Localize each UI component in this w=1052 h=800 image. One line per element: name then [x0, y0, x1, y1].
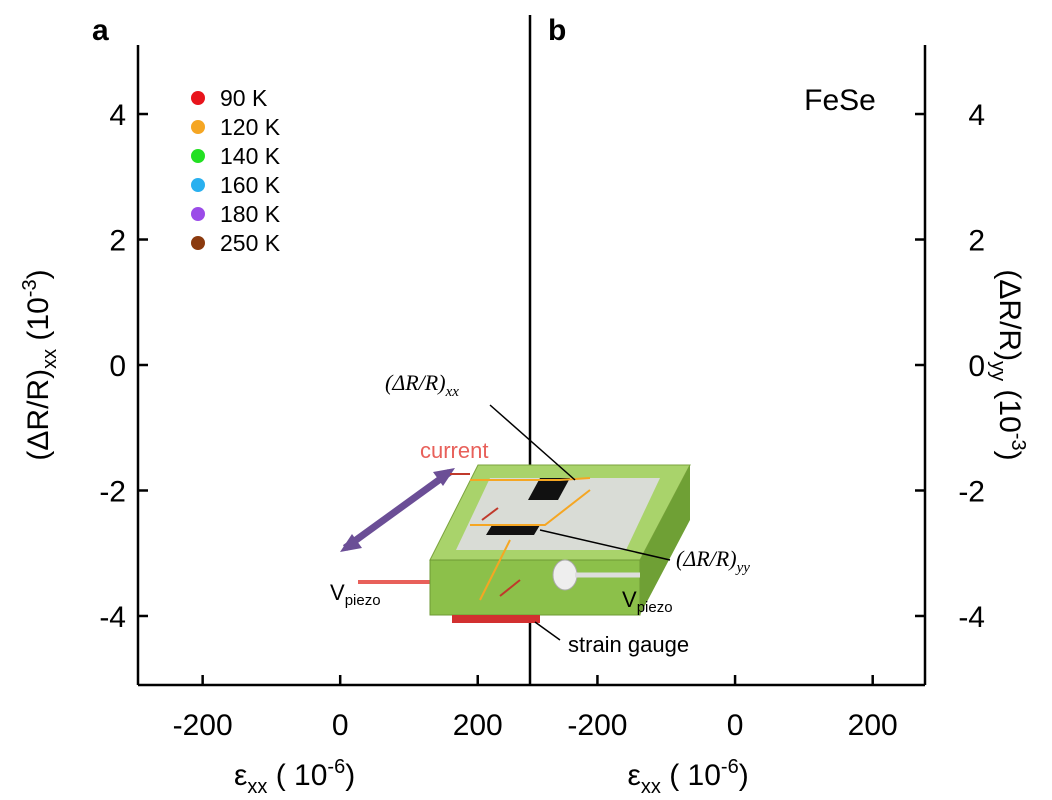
x-axis-label-main: ε — [234, 759, 247, 792]
current-label: current — [420, 438, 488, 463]
rxx-label: (ΔR/R)xx — [385, 370, 459, 400]
y-axis-label-close: ) — [993, 451, 1026, 461]
legend-label: 90 K — [220, 85, 268, 111]
x-tick-label: -200 — [173, 709, 233, 742]
legend-label: 250 K — [220, 230, 281, 256]
y-tick-label: 2 — [109, 225, 126, 258]
legend-marker — [191, 91, 205, 105]
x-axis-label-sup: -6 — [327, 756, 345, 778]
leader — [535, 622, 560, 640]
legend-marker — [191, 178, 205, 192]
y-axis-label: (ΔR/R)xx (10-3) — [19, 269, 61, 460]
legend-label: 160 K — [220, 172, 281, 198]
panel-label: a — [92, 14, 109, 47]
ryy-label: (ΔR/R)yy — [676, 546, 750, 576]
strain-gauge — [452, 615, 540, 623]
y-tick-label: 0 — [968, 350, 985, 383]
x-axis-label-sub: xx — [641, 776, 661, 798]
y-axis-label-main: (ΔR/R) — [22, 369, 55, 461]
x-axis-label-sub: xx — [247, 776, 267, 798]
x-axis-label-unit: ( 10 — [267, 759, 327, 792]
y-axis-label-unit: (10 — [22, 297, 55, 349]
y-tick-label: -4 — [99, 601, 126, 634]
y-axis-label-sub: xx — [39, 349, 61, 369]
y-tick-label: 4 — [109, 99, 126, 132]
y-axis-label-unit: (10 — [993, 381, 1026, 433]
y-axis-label-close: ) — [22, 269, 55, 279]
x-axis-label: εxx ( 10-6) — [628, 756, 749, 798]
annotation: FeSe — [804, 84, 876, 117]
inset-diagram: (ΔR/R)xx (ΔR/R)yy current Vpiezo Vpiezo … — [330, 370, 750, 657]
x-axis-label-close: ) — [739, 759, 749, 792]
y-axis-label-sub: yy — [987, 361, 1009, 381]
y-axis-label-sup: -3 — [1007, 433, 1029, 451]
legend-label: 120 K — [220, 114, 281, 140]
vpiezo-label: Vpiezo — [330, 580, 381, 609]
x-tick-label: -200 — [567, 709, 627, 742]
legend-label: 140 K — [220, 143, 281, 169]
x-axis-label-unit: ( 10 — [661, 759, 721, 792]
x-tick-label: 0 — [727, 709, 744, 742]
legend-marker — [191, 207, 205, 221]
x-axis-label-close: ) — [345, 759, 355, 792]
y-tick-label: -2 — [99, 475, 126, 508]
x-tick-label: 0 — [332, 709, 349, 742]
strain-arrow — [345, 472, 450, 548]
y-axis-label-sup: -3 — [19, 279, 41, 297]
y-tick-label: 2 — [968, 225, 985, 258]
figure: -4-2024-2000200εxx ( 10-6)(ΔR/R)xx (10-3… — [0, 0, 1052, 800]
legend-marker — [191, 236, 205, 250]
panel-label: b — [548, 14, 566, 47]
stack-front — [430, 560, 640, 615]
contact — [486, 525, 540, 535]
x-tick-label: 200 — [453, 709, 503, 742]
x-tick-label: 200 — [848, 709, 898, 742]
legend-label: 180 K — [220, 201, 281, 227]
y-axis-label: (ΔR/R)yy (10-3) — [987, 269, 1029, 460]
knob — [553, 560, 577, 590]
legend-marker — [191, 149, 205, 163]
x-axis-label: εxx ( 10-6) — [234, 756, 355, 798]
x-axis-label-main: ε — [628, 759, 641, 792]
x-axis-label-sup: -6 — [721, 756, 739, 778]
y-axis-label-main: (ΔR/R) — [993, 269, 1026, 361]
strain-gauge-label: strain gauge — [568, 632, 689, 657]
legend-marker — [191, 120, 205, 134]
y-tick-label: 4 — [968, 99, 985, 132]
y-tick-label: -4 — [958, 601, 985, 634]
y-tick-label: 0 — [109, 350, 126, 383]
y-tick-label: -2 — [958, 475, 985, 508]
